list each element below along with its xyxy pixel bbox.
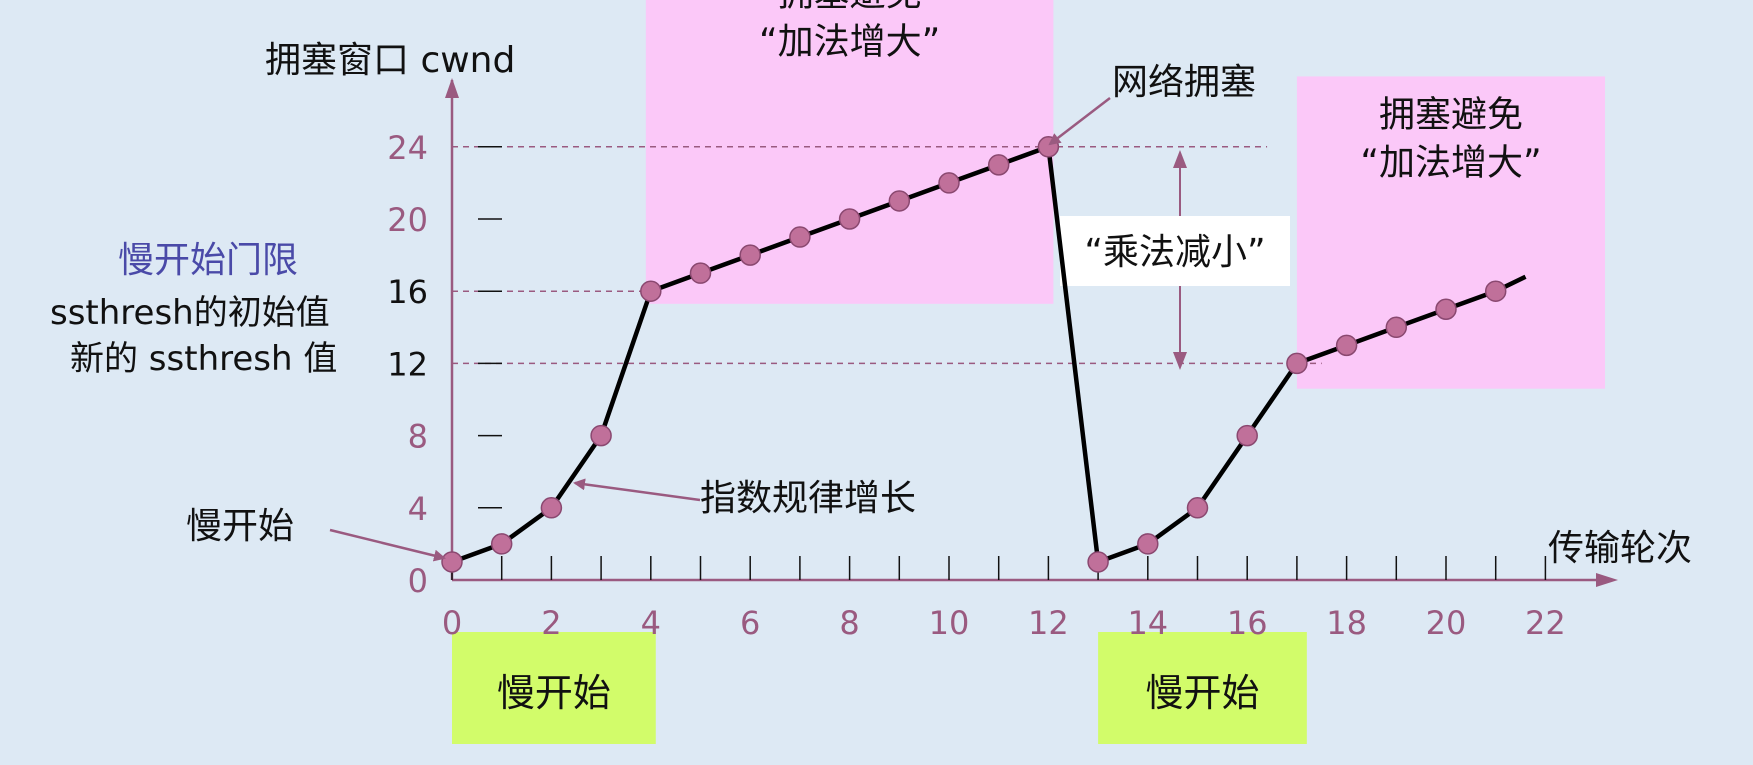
data-point: [938, 172, 960, 194]
x-axis-label: 传输轮次: [1548, 528, 1692, 569]
region-label: 慢开始: [1145, 671, 1259, 715]
slow-start-annotation: 慢开始: [186, 506, 294, 547]
decrease-annotation: “乘法减小”: [1084, 232, 1265, 273]
data-point: [1137, 533, 1159, 555]
y-tick-label: 0: [408, 562, 428, 600]
y-axis-arrowhead: [445, 78, 459, 98]
x-tick-label: 22: [1525, 604, 1566, 642]
region-label: “加法增大”: [759, 21, 940, 62]
x-tick-label: 10: [929, 604, 970, 642]
x-tick-label: 16: [1227, 604, 1268, 642]
y-tick-label: 4: [408, 490, 428, 528]
data-point: [1385, 316, 1408, 339]
data-point: [441, 551, 463, 573]
x-tick-label: 4: [641, 604, 661, 642]
ssthresh-title: 慢开始门限: [118, 240, 298, 281]
y-tick-label: 24: [387, 129, 428, 167]
growth-annotation: 指数规律增长: [700, 478, 916, 519]
slow-start-region: [452, 632, 656, 744]
series-layer: [441, 136, 1527, 573]
data-point: [1286, 352, 1308, 375]
x-tick-label: 14: [1127, 604, 1168, 642]
region-label: “加法增大”: [1360, 142, 1541, 183]
congestion-annotation: 网络拥塞: [1112, 62, 1256, 103]
y-tick-label: 8: [408, 418, 428, 456]
x-tick-label: 18: [1326, 604, 1367, 642]
data-point: [540, 497, 563, 519]
data-point: [1186, 497, 1209, 519]
data-point: [1236, 424, 1258, 447]
congestion-avoidance-region: [645, 0, 1054, 304]
region-label: 拥塞避免: [778, 0, 922, 14]
slow-start-arrow: [329, 528, 446, 562]
slow-start-region: [1098, 632, 1307, 744]
region-label: 拥塞避免: [1379, 94, 1523, 135]
data-point: [1484, 280, 1507, 302]
data-point: [1435, 298, 1457, 320]
x-tick-label: 0: [442, 604, 462, 642]
region-label: 慢开始: [497, 671, 611, 715]
data-point: [689, 262, 712, 284]
data-point: [888, 190, 911, 212]
x-tick-label: 20: [1426, 604, 1467, 642]
data-point: [490, 533, 513, 555]
data-point: [1087, 551, 1109, 573]
congestion-arrow: [1048, 97, 1111, 146]
x-tick-label: 12: [1028, 604, 1069, 642]
decrease-label-box: [1060, 216, 1290, 286]
regions-layer: 拥塞避免 “加法增大” 拥塞避免 “加法增大” 慢开始 慢开始: [452, 0, 1606, 744]
y-tick-label: 12: [387, 345, 428, 383]
data-point: [987, 154, 1010, 176]
y-tick-label: 16: [387, 273, 428, 311]
ssthresh-new: 新的 ssthresh 值: [70, 339, 337, 379]
x-tick-label: 6: [740, 604, 760, 642]
ssthresh-initial: ssthresh的初始值: [50, 293, 330, 333]
x-tick-label: 8: [839, 604, 859, 642]
data-point: [838, 208, 861, 230]
x-tick-label: 2: [541, 604, 561, 642]
data-point: [739, 244, 761, 266]
data-point: [640, 280, 662, 302]
data-point: [789, 226, 811, 248]
data-point: [590, 424, 612, 447]
y-axis-label: 拥塞窗口 cwnd: [265, 40, 515, 81]
y-tick-label: 20: [387, 201, 428, 239]
growth-arrow: [573, 478, 701, 502]
x-axis-arrowhead: [1596, 573, 1618, 587]
data-point: [1335, 334, 1358, 357]
